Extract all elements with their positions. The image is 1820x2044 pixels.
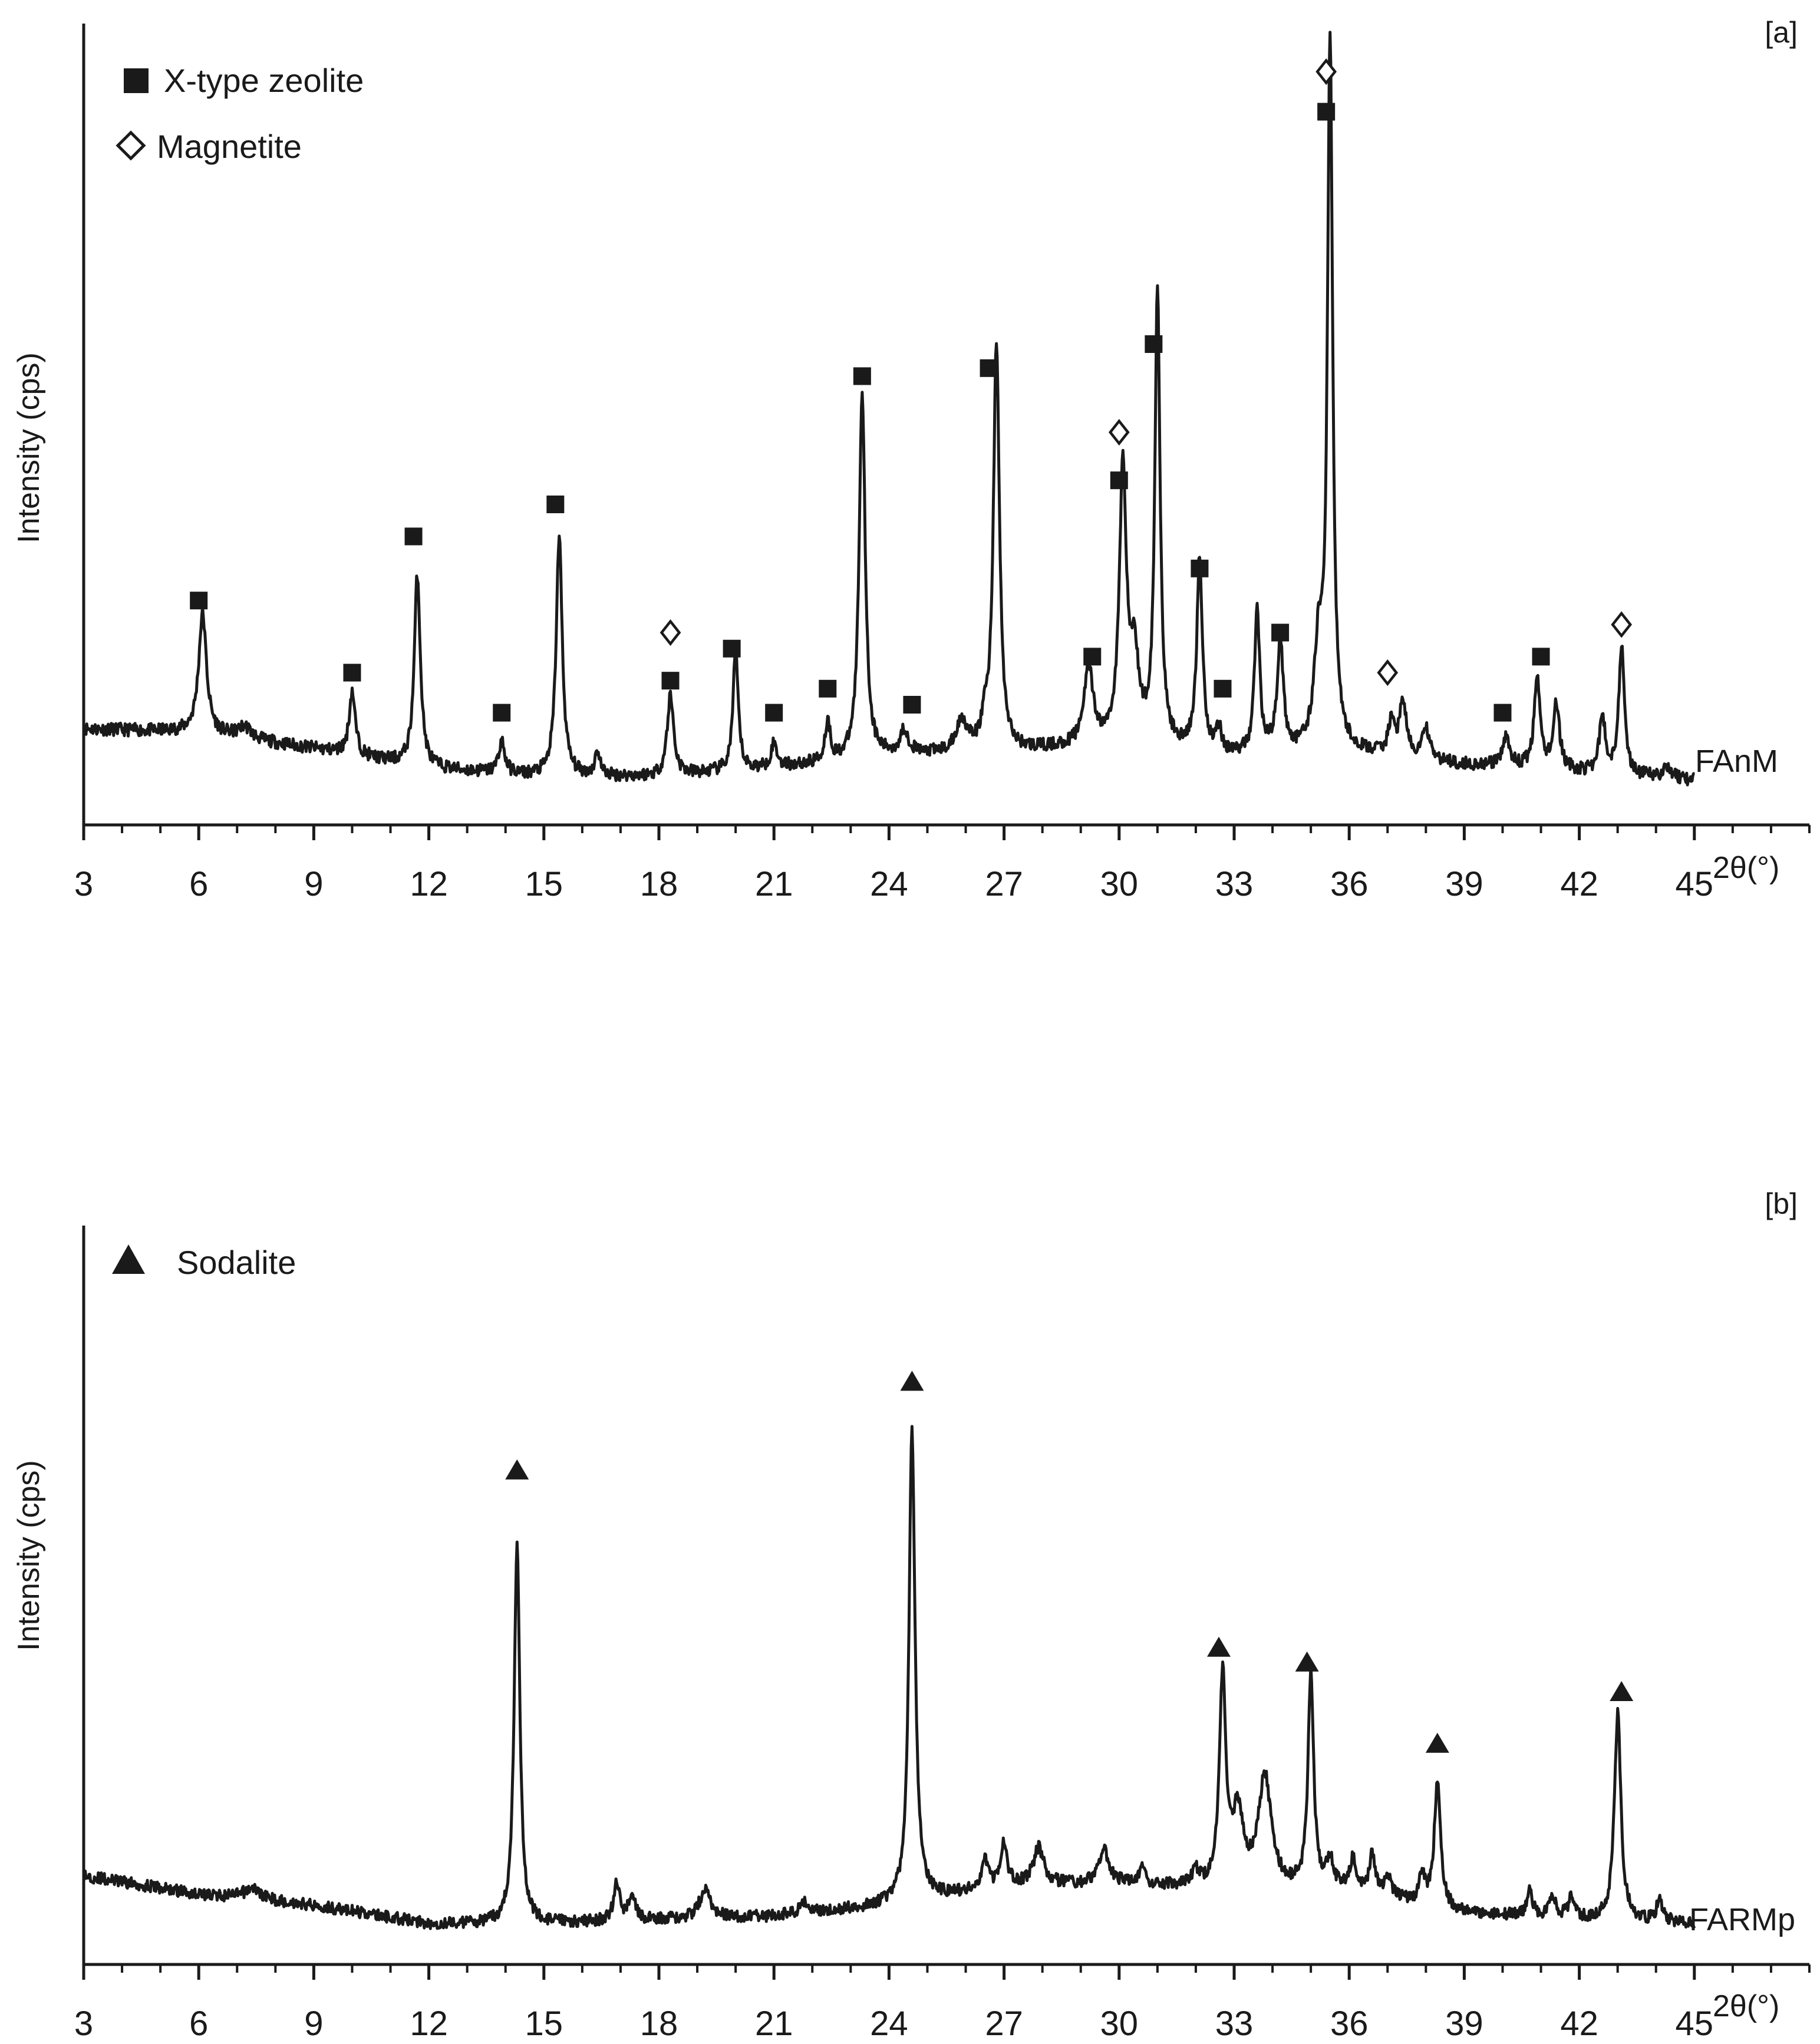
x-tick-label: 27: [985, 2005, 1023, 2043]
x-tick-label: 18: [640, 865, 678, 903]
sodalite-marker: [1295, 1651, 1319, 1672]
x-tick-label: 18: [640, 2005, 678, 2043]
x-tick-label: 45: [1676, 2005, 1714, 2043]
x-type-zeolite-marker: [1191, 559, 1209, 577]
x-tick-label: 33: [1215, 865, 1254, 903]
panel-a-label: [a]: [1765, 16, 1798, 49]
sodalite-marker: [505, 1459, 529, 1480]
panel-a-chart: [a] X-type zeolite Magnetite Intensity (…: [12, 16, 1811, 903]
x-type-zeolite-marker: [819, 679, 837, 698]
panel-a-x-axis-title: 2θ(°): [1713, 851, 1779, 885]
panel-a-phase-markers: [190, 58, 1633, 722]
x-type-zeolite-marker: [853, 367, 871, 385]
x-tick-label: 30: [1100, 865, 1139, 903]
x-tick-label: 30: [1100, 2005, 1139, 2043]
x-type-zeolite-marker: [546, 496, 565, 513]
x-type-zeolite-marker: [1317, 103, 1336, 121]
x-type-zeolite-marker: [404, 527, 423, 546]
x-type-zeolite-marker: [343, 663, 361, 682]
x-tick-label: 9: [304, 2005, 323, 2043]
panel-b-x-ticks: 3 6 9 12 15 18 21 24 27 30 33 36 39 42 45: [74, 1964, 1811, 2043]
x-tick-label: 27: [985, 865, 1023, 903]
x-tick-label: 15: [525, 2005, 563, 2043]
panel-a-legend: X-type zeolite Magnetite: [116, 62, 364, 165]
x-tick-label: 42: [1560, 2005, 1598, 2043]
panel-b-sample-label: FARMp: [1689, 1902, 1795, 1937]
x-type-zeolite-marker: [765, 704, 783, 722]
panel-a-diffraction-trace: [82, 31, 1695, 787]
x-type-zeolite-marker: [1493, 704, 1512, 722]
sodalite-marker: [900, 1371, 924, 1391]
x-tick-label: 6: [189, 865, 208, 903]
x-tick-label: 33: [1215, 2005, 1254, 2043]
magnetite-marker: [1315, 58, 1337, 85]
x-type-zeolite-marker: [903, 696, 921, 714]
x-tick-label: 21: [755, 2005, 793, 2043]
panel-b-diffraction-trace: [82, 1425, 1696, 1930]
x-tick-label: 12: [410, 2005, 448, 2043]
x-type-zeolite-marker: [661, 672, 680, 690]
x-tick-label: 42: [1560, 865, 1598, 903]
panel-b-phase-markers: [505, 1371, 1634, 1753]
panel-b-y-axis-title: Intensity (cps): [12, 1460, 46, 1651]
x-tick-label: 36: [1330, 865, 1369, 903]
x-type-zeolite-marker: [980, 359, 998, 377]
legend-sodalite: Sodalite: [177, 1244, 296, 1281]
x-tick-label: 9: [304, 865, 323, 903]
panel-a-y-axis-title: Intensity (cps): [12, 352, 46, 543]
magnetite-marker: [660, 619, 681, 646]
sodalite-marker: [1610, 1681, 1634, 1702]
x-tick-label: 24: [870, 2005, 908, 2043]
x-tick-label: 6: [189, 2005, 208, 2043]
panel-b-chart: [b] Sodalite Intensity (cps) 3 6 9 12 15 18 21…: [12, 1187, 1811, 2043]
x-type-zeolite-marker: [1214, 679, 1232, 698]
x-tick-label: 24: [870, 865, 908, 903]
x-tick-label: 12: [410, 865, 448, 903]
x-tick-label: 15: [525, 865, 563, 903]
x-tick-label: 21: [755, 865, 793, 903]
legend-magnetite: Magnetite: [157, 128, 302, 165]
x-type-zeolite-marker: [1145, 335, 1163, 353]
x-tick-label: 39: [1445, 865, 1483, 903]
panel-b-legend: Sodalite: [112, 1244, 296, 1281]
sodalite-legend-icon: [112, 1244, 145, 1274]
x-type-zeolite-marker: [1271, 623, 1290, 642]
x-type-zeolite-marker: [493, 704, 511, 722]
x-type-zeolite-legend-icon: [124, 68, 149, 93]
x-type-zeolite-marker: [1110, 471, 1128, 490]
sodalite-marker: [1206, 1636, 1231, 1657]
magnetite-legend-icon: [116, 130, 146, 161]
x-tick-label: 39: [1445, 2005, 1483, 2043]
x-tick-label: 3: [74, 2005, 93, 2043]
sodalite-marker: [1425, 1732, 1449, 1753]
x-tick-label: 3: [74, 865, 93, 903]
magnetite-marker: [1377, 659, 1399, 686]
panel-a-sample-label: FAnM: [1695, 744, 1778, 779]
x-type-zeolite-marker: [1532, 648, 1550, 666]
magnetite-marker: [1108, 418, 1130, 446]
panel-b-label: [b]: [1765, 1187, 1798, 1220]
x-tick-label: 36: [1330, 2005, 1369, 2043]
x-type-zeolite-marker: [190, 592, 208, 610]
panel-b-x-axis-title: 2θ(°): [1713, 1989, 1779, 2023]
x-type-zeolite-marker: [1083, 648, 1102, 666]
legend-x-type-zeolite: X-type zeolite: [164, 62, 364, 99]
panel-a-x-ticks: 3 6 9 12 15 18 21 24 27 30 33 36 39 42 45: [74, 825, 1811, 903]
x-tick-label: 45: [1676, 865, 1714, 903]
magnetite-marker: [1611, 611, 1633, 638]
x-type-zeolite-marker: [723, 639, 741, 658]
